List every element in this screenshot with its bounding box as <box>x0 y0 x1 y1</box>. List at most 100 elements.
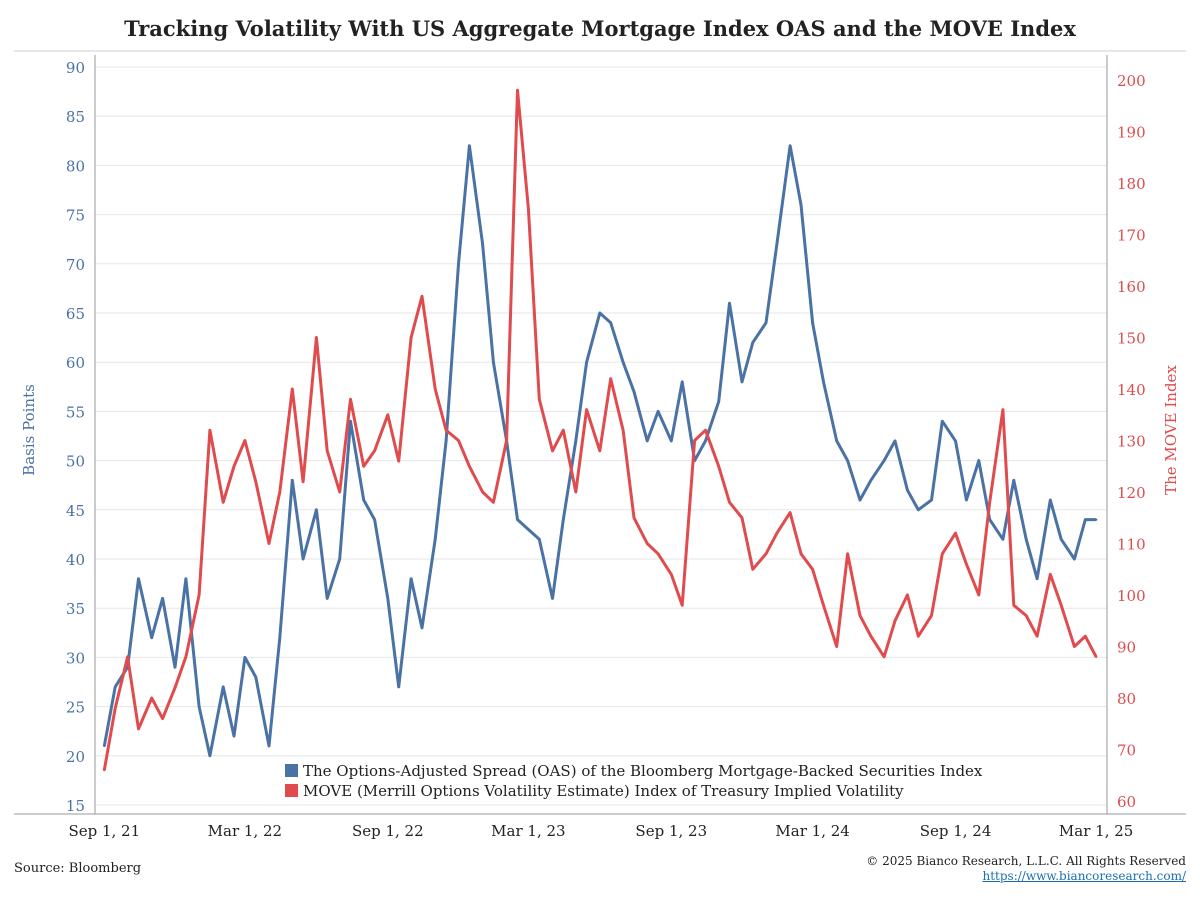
y-tick-label: 55 <box>66 403 85 421</box>
oas-data-point <box>893 439 897 443</box>
move-data-point <box>481 490 484 494</box>
y2-tick-label: 80 <box>1117 690 1136 708</box>
move-data-point <box>799 552 803 555</box>
oas-data-point <box>717 400 720 403</box>
oas-data-point <box>161 597 164 600</box>
oas-data-point <box>1073 557 1076 561</box>
y2-tick-label: 70 <box>1117 742 1136 760</box>
move-data-point <box>397 459 400 463</box>
oas-data-point <box>917 508 920 511</box>
oas-data-point <box>646 439 649 443</box>
oas-data-point <box>930 498 933 502</box>
oas-data-point <box>551 597 554 600</box>
oas-data-point <box>291 479 294 482</box>
move-data-point <box>184 655 188 658</box>
oas-data-point <box>315 508 318 511</box>
y2-tick-label: 200 <box>1117 72 1146 90</box>
move-data-point <box>232 465 236 468</box>
move-data-point <box>267 542 271 545</box>
move-data-point <box>562 429 565 432</box>
source-note: Source: Bloomberg <box>14 861 142 876</box>
website-link[interactable]: https://www.biancoresearch.com/ <box>982 869 1186 883</box>
move-data-point <box>326 449 329 452</box>
y-tick-label: 40 <box>66 551 85 569</box>
y-tick-label: 85 <box>66 108 85 126</box>
move-data-point <box>670 573 673 576</box>
move-data-point <box>1059 604 1063 607</box>
oas-data-point <box>221 685 225 689</box>
move-data-point <box>373 449 376 452</box>
oas-data-point <box>150 636 153 639</box>
oas-data-point <box>574 439 577 443</box>
move-data-point <box>917 635 920 638</box>
oas-data-point <box>1049 498 1052 502</box>
oas-data-point <box>740 380 744 384</box>
move-data-point <box>538 398 541 401</box>
move-data-point <box>1094 655 1098 658</box>
move-data-point <box>551 449 554 452</box>
move-data-point <box>680 604 684 607</box>
y2-tick-label: 90 <box>1117 639 1136 657</box>
move-data-point <box>444 429 448 432</box>
move-data-point <box>197 593 201 597</box>
move-data-point <box>338 490 341 494</box>
move-data-point <box>1025 614 1028 617</box>
move-data-point <box>291 387 294 391</box>
x-tick-label: Mar 1, 23 <box>491 822 565 840</box>
oas-data-point <box>433 538 437 541</box>
move-data-point <box>775 532 779 535</box>
oas-data-point <box>680 380 684 384</box>
oas-data-point <box>1084 518 1087 521</box>
y-tick-label: 50 <box>66 453 85 471</box>
y2-tick-label: 190 <box>1117 124 1146 142</box>
y-tick-label: 15 <box>66 797 85 815</box>
oas-data-point <box>1059 538 1063 541</box>
move-data-point <box>457 439 460 442</box>
move-data-point <box>1035 635 1039 638</box>
move-data-point <box>835 645 838 648</box>
move-data-point <box>315 336 318 339</box>
oas-data-point <box>764 321 768 325</box>
oas-data-point <box>349 420 352 423</box>
oas-data-point <box>492 361 495 364</box>
move-data-point <box>150 696 153 700</box>
oas-data-point <box>409 577 413 580</box>
x-tick-label: Sep 1, 22 <box>352 822 424 840</box>
y2-tick-label: 170 <box>1117 227 1146 245</box>
move-data-point <box>221 501 225 504</box>
oas-data-point <box>468 144 471 147</box>
move-data-point <box>764 552 768 555</box>
move-data-point <box>846 552 849 555</box>
move-data-point <box>621 429 625 432</box>
move-data-point <box>420 295 424 298</box>
oas-data-point <box>656 410 660 413</box>
move-data-point <box>386 413 390 416</box>
y-axis-title: Basis Points <box>20 384 38 476</box>
y-tick-label: 70 <box>66 256 85 274</box>
move-data-point <box>965 562 968 566</box>
move-data-point <box>822 604 825 607</box>
move-data-point <box>243 439 247 442</box>
oas-data-point <box>811 321 814 325</box>
move-data-point <box>704 429 707 432</box>
move-data-point <box>161 717 164 720</box>
move-data-point <box>751 568 755 571</box>
oas-data-point <box>481 242 484 246</box>
move-data-point <box>468 465 471 468</box>
oas-data-point <box>397 685 400 689</box>
oas-data-point <box>822 380 825 384</box>
y-tick-label: 60 <box>66 354 85 372</box>
oas-data-point <box>278 636 282 639</box>
legend: The Options-Adjusted Spread (OAS) of the… <box>285 762 983 800</box>
oas-data-point <box>977 459 981 462</box>
oas-data-point <box>1025 538 1028 541</box>
move-data-point <box>906 593 909 597</box>
move-data-point <box>173 686 177 689</box>
y-tick-label: 75 <box>66 207 85 225</box>
y-tick-label: 35 <box>66 600 85 618</box>
move-data-point <box>930 614 933 617</box>
move-data-point <box>208 429 212 432</box>
oas-data-point <box>373 518 376 521</box>
y2-tick-label: 140 <box>1117 381 1146 399</box>
move-data-point <box>893 619 897 622</box>
